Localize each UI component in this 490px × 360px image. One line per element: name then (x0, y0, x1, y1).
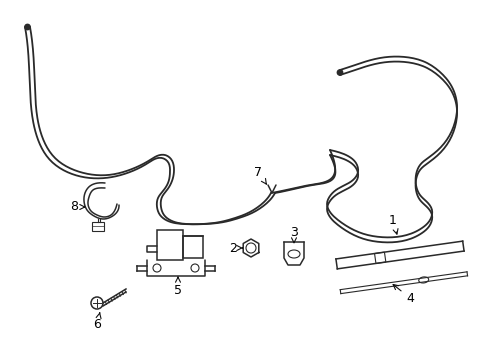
Text: 6: 6 (93, 313, 101, 332)
Text: 3: 3 (290, 225, 298, 243)
Bar (92, 222, 104, 231)
Circle shape (337, 70, 343, 75)
Bar (157, 230, 183, 260)
Text: 5: 5 (174, 277, 182, 297)
Text: 8: 8 (70, 201, 85, 213)
Bar (374, 252, 386, 264)
Circle shape (25, 24, 30, 30)
Bar (183, 236, 203, 258)
Text: 2: 2 (229, 242, 243, 255)
Text: 1: 1 (389, 213, 398, 234)
Text: 7: 7 (254, 166, 267, 184)
Text: 4: 4 (393, 284, 414, 305)
